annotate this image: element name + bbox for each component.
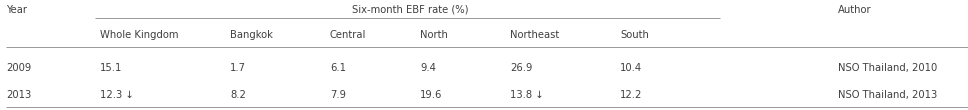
Text: Six-month EBF rate (%): Six-month EBF rate (%)	[351, 5, 469, 15]
Text: 15.1: 15.1	[100, 63, 122, 73]
Text: Central: Central	[330, 30, 366, 40]
Text: 2013: 2013	[6, 90, 31, 100]
Text: 2009: 2009	[6, 63, 31, 73]
Text: 26.9: 26.9	[510, 63, 532, 73]
Text: 10.4: 10.4	[620, 63, 642, 73]
Text: Year: Year	[6, 5, 27, 15]
Text: 12.2: 12.2	[620, 90, 643, 100]
Text: Bangkok: Bangkok	[230, 30, 273, 40]
Text: Author: Author	[838, 5, 871, 15]
Text: 12.3 ↓: 12.3 ↓	[100, 90, 134, 100]
Text: 7.9: 7.9	[330, 90, 346, 100]
Text: South: South	[620, 30, 649, 40]
Text: 9.4: 9.4	[420, 63, 436, 73]
Text: 8.2: 8.2	[230, 90, 246, 100]
Text: 19.6: 19.6	[420, 90, 442, 100]
Text: NSO Thailand, 2010: NSO Thailand, 2010	[838, 63, 937, 73]
Text: 13.8 ↓: 13.8 ↓	[510, 90, 544, 100]
Text: 6.1: 6.1	[330, 63, 346, 73]
Text: 1.7: 1.7	[230, 63, 246, 73]
Text: Whole Kingdom: Whole Kingdom	[100, 30, 178, 40]
Text: NSO Thailand, 2013: NSO Thailand, 2013	[838, 90, 937, 100]
Text: North: North	[420, 30, 448, 40]
Text: Northeast: Northeast	[510, 30, 560, 40]
